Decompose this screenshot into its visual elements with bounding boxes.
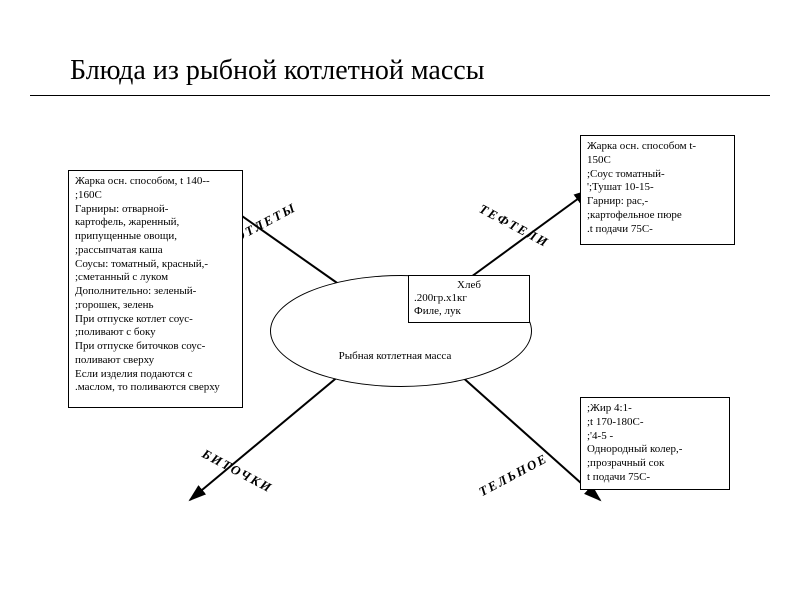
center-label: Рыбная котлетная масса <box>310 350 480 362</box>
box-line: Жарка осн. способом t- <box>587 140 728 154</box>
bread-box: Хлеб .200гр.х1кг Филе, лук <box>408 275 530 323</box>
title-underline <box>30 95 770 96</box>
box-top-left: Жарка осн. способом, t 140--;160СГарниры… <box>68 170 243 408</box>
box-line: t подачи 75С- <box>587 471 723 485</box>
label-telnoe: ТЕЛЬНОЕ <box>476 450 551 500</box>
bread-line2: .200гр.х1кг <box>414 292 524 305</box>
box-line: Однородный колер,- <box>587 443 723 457</box>
box-line: ;160С <box>75 189 236 203</box>
box-line: ;картофельное пюре <box>587 209 728 223</box>
box-line: ;сметанный с луком <box>75 271 236 285</box>
box-line: картофель, жаренный, <box>75 216 236 230</box>
box-line: При отпуске котлет соус- <box>75 313 236 327</box>
box-line: ;Жир 4:1- <box>587 402 723 416</box>
box-bot-right: ;Жир 4:1-;t 170-180С-;'4-5 -Однородный к… <box>580 397 730 490</box>
label-tefteli: ТЕФТЕЛИ <box>476 201 552 251</box>
box-line: ;t 170-180С- <box>587 416 723 430</box>
box-line: ;поливают с боку <box>75 326 236 340</box>
box-line: Гарнир: рас,- <box>587 195 728 209</box>
box-line: .маслом, то поливаются сверху <box>75 381 236 395</box>
box-line: припущенные овощи, <box>75 230 236 244</box>
bread-line3: Филе, лук <box>414 305 524 318</box>
arrow-bot-right <box>460 375 600 500</box>
page-title: Блюда из рыбной котлетной массы <box>70 55 485 87</box>
box-line: ;'4-5 - <box>587 430 723 444</box>
box-line: ;Соус томатный- <box>587 168 728 182</box>
box-line: При отпуске биточков соус- <box>75 340 236 354</box>
box-line: .t подачи 75С- <box>587 223 728 237</box>
box-line: ;горошек, зелень <box>75 299 236 313</box>
box-line: ';Тушат 10-15- <box>587 181 728 195</box>
label-bitochki: БИТОЧКИ <box>199 446 275 497</box>
box-line: ;рассыпчатая каша <box>75 244 236 258</box>
box-top-right: Жарка осн. способом t-150С;Соус томатный… <box>580 135 735 245</box>
box-line: Жарка осн. способом, t 140-- <box>75 175 236 189</box>
box-line: Если изделия подаются с <box>75 368 236 382</box>
box-line: 150С <box>587 154 728 168</box>
box-line: Гарниры: отварной- <box>75 203 236 217</box>
box-line: поливают сверху <box>75 354 236 368</box>
box-line: Соусы: томатный, красный,- <box>75 258 236 272</box>
box-line: ;прозрачный сок <box>587 457 723 471</box>
box-line: Дополнительно: зеленый- <box>75 285 236 299</box>
bread-line1: Хлеб <box>414 279 524 292</box>
